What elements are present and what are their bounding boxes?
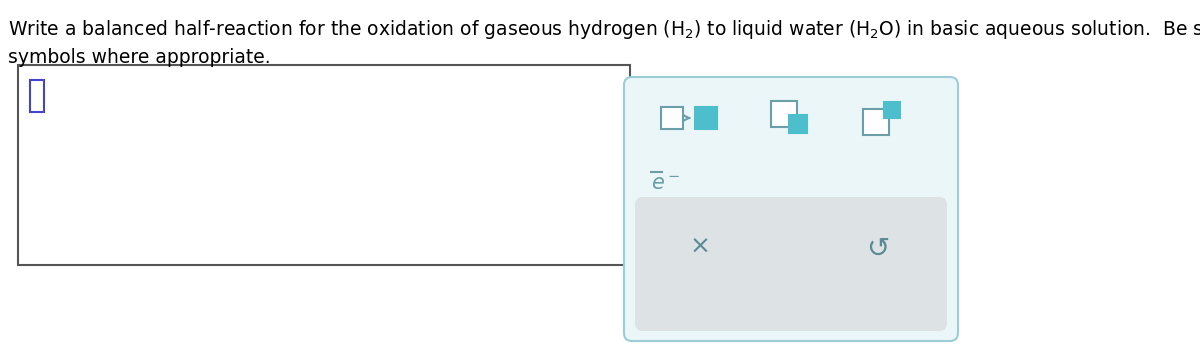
Text: ×: × [690, 235, 710, 259]
Bar [661, 107, 683, 129]
FancyBboxPatch shape [624, 77, 958, 341]
FancyBboxPatch shape [635, 197, 947, 331]
Bar [643, 205, 940, 225]
Text: $e^-$: $e^-$ [650, 174, 680, 194]
Bar [790, 115, 808, 133]
Text: symbols where appropriate.: symbols where appropriate. [8, 48, 271, 67]
Bar [884, 102, 900, 118]
Text: Write a balanced half-reaction for the oxidation of gaseous hydrogen $\left(\mat: Write a balanced half-reaction for the o… [8, 18, 1200, 41]
Bar [695, 107, 718, 129]
Bar [30, 80, 44, 112]
Bar [863, 109, 889, 135]
Bar [772, 101, 797, 127]
Text: ↺: ↺ [866, 235, 889, 263]
Bar [18, 65, 630, 265]
